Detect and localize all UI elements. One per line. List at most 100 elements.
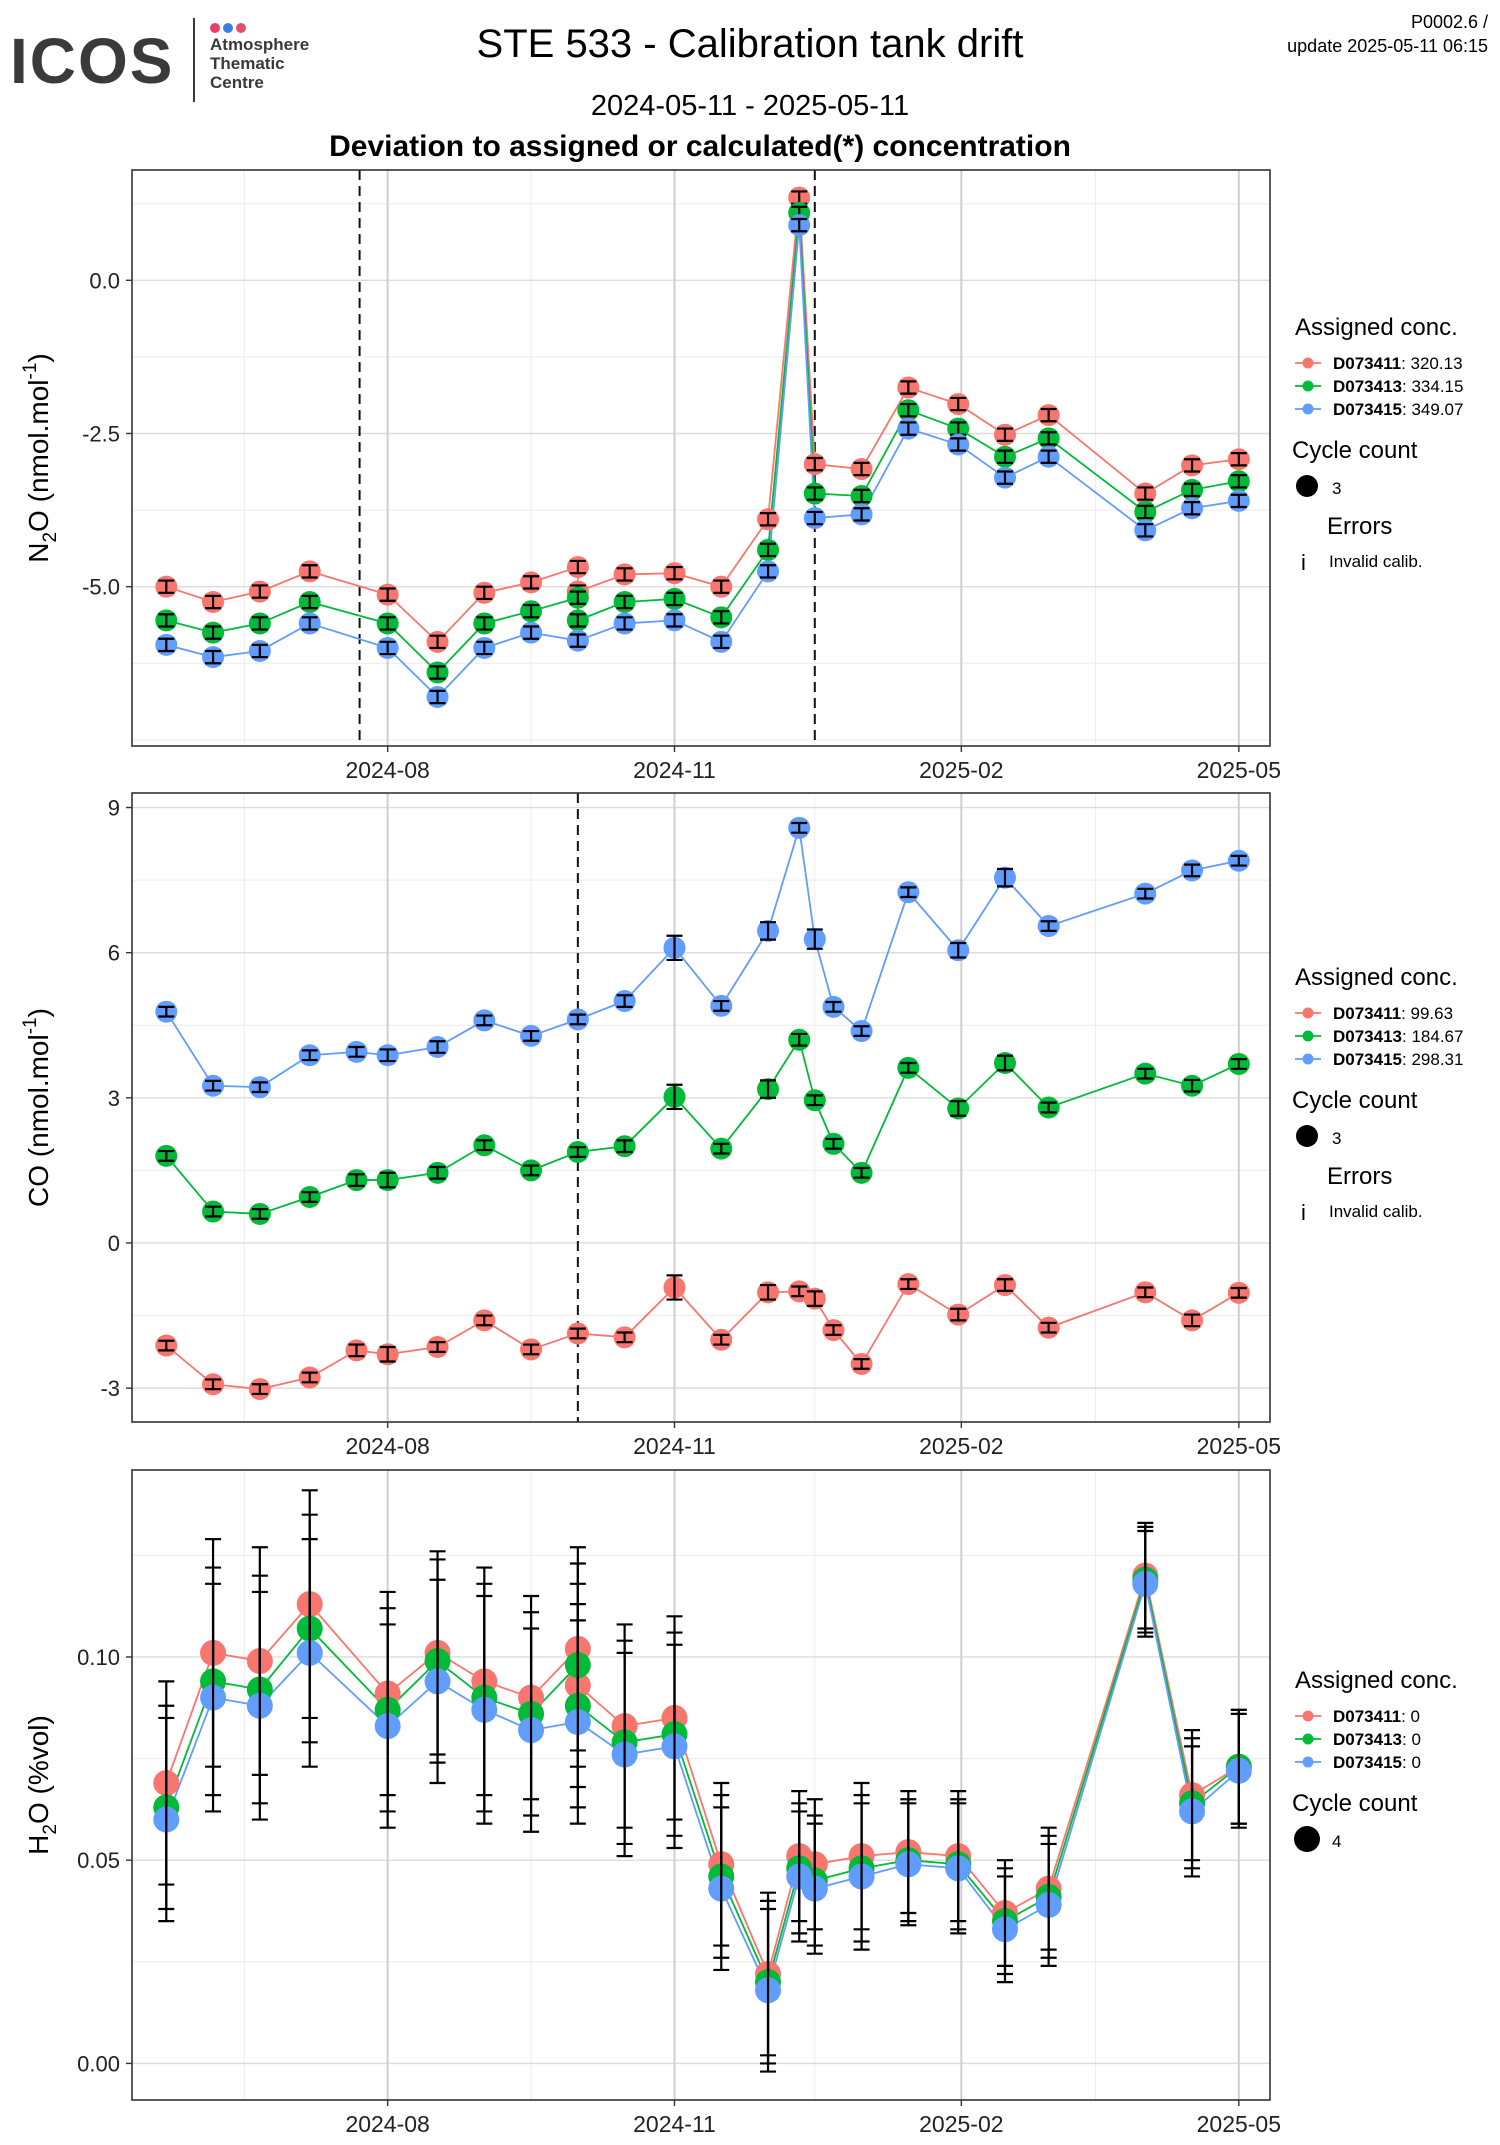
y-tick-label: 9 [108,796,120,821]
legend-title-assigned: Assigned conc. [1295,1667,1458,1694]
date-range: 2024-05-11 - 2025-05-11 [590,90,910,122]
legend-tank-id: D073415 [1333,1050,1402,1069]
legend-title-errors: Errors [1327,1163,1392,1190]
x-tick-label: 2024-08 [345,757,429,783]
y-tick-label: -3 [100,1376,120,1401]
legend-tank-id: D073413 [1333,1730,1402,1749]
x-tick-label: 2025-02 [919,1433,1003,1459]
x-tick-label: 2024-08 [345,2111,429,2137]
logo-dot-2 [223,23,233,33]
update-timestamp: update 2025-05-11 06:15 [1287,36,1488,56]
legend-item-D073411: D073411: 99.63 [1333,1004,1453,1023]
logo-subtitle-line-2: Thematic [210,54,285,73]
legend-title-cycle: Cycle count [1292,1790,1418,1817]
plot-border [131,792,1271,1423]
legend-assigned-value: : 298.31 [1402,1050,1463,1069]
y-tick-label: 0.00 [77,2051,120,2076]
y-axis-label-main: CO (nmol.mol [23,1034,54,1207]
y-tick-label: 0.0 [89,268,120,293]
legend-title-cycle: Cycle count [1292,1087,1418,1114]
legend-key-point [1302,1053,1314,1065]
legend-item-D073415: D073415: 0 [1333,1753,1421,1772]
legend-key-point [1302,1756,1314,1768]
y-tick-label: -2.5 [82,421,120,446]
plot-background [132,793,1270,1422]
logo-subtitle: Atmosphere Thematic Centre [210,35,309,92]
logo-dot-1 [210,23,220,33]
legend-item-D073411: D073411: 320.13 [1333,354,1463,373]
legend-tank-id: D073415 [1333,400,1402,419]
legend-item-D073413: D073413: 0 [1333,1730,1421,1749]
legend-assigned-value: : 0 [1401,1707,1420,1726]
legend-tank-id: D073411 [1333,354,1401,373]
x-tick-label: 2024-11 [633,1433,716,1459]
x-tick-label: 2025-05 [1197,757,1281,783]
legend-tank-id: D073413 [1333,1027,1402,1046]
chart-subtitle: Deviation to assigned or calculated(*) c… [329,130,1071,163]
x-tick-label: 2024-11 [633,2111,716,2137]
y-axis-label-main: N [23,543,54,563]
y-axis-label-superscript: -1 [20,1017,41,1034]
legend-tank-id: D073411 [1333,1707,1401,1726]
x-tick-label: 2025-05 [1197,2111,1281,2137]
legend-errors-label: Invalid calib. [1329,1202,1423,1221]
y-tick-label: 0 [108,1231,120,1256]
y-axis-label-text: O (nmol.mol [23,379,54,531]
x-tick-label: 2025-02 [919,2111,1003,2137]
co-panel: 9 6 3 0 -3 2024-08 2024-11 2025-02 2025-05 CO (nm… [20,792,1463,1459]
plot-background [132,170,1270,746]
x-tick-label: 2025-05 [1197,1433,1281,1459]
logo-subtitle-line-3: Centre [210,73,264,92]
y-axis-label-subscript: 2 [40,532,61,543]
n2o-panel: 0.0 -2.5 -5.0 2024-08 2024-11 2025-02 2025-05 N… [20,169,1463,783]
y-tick-label: -5.0 [82,575,120,600]
logo-dots [210,20,249,38]
y-axis-label: H2O (%vol) [23,1715,61,1855]
y-axis-label-text: O (%vol) [23,1715,54,1824]
logo-dot-3 [236,23,246,33]
legend-cycle-value: 4 [1332,1832,1341,1851]
legend-item-D073415: D073415: 298.31 [1333,1050,1463,1069]
legend-tank-id: D073415 [1333,1753,1402,1772]
legend-key-point [1302,1030,1314,1042]
legend-title-cycle: Cycle count [1292,437,1418,464]
legend-tank-id: D073413 [1333,377,1402,396]
legend-cycle-value: 3 [1332,479,1341,498]
y-axis-label-end: ) [23,1008,54,1017]
logo-subtitle-line-1: Atmosphere [210,35,310,54]
legend-key-point [1302,403,1314,415]
legend-item-D073413: D073413: 184.67 [1333,1027,1463,1046]
plot-border [131,169,1271,747]
y-axis-label-end: ) [23,353,54,362]
legend-assigned-value: : 99.63 [1401,1004,1453,1023]
legend-title-assigned: Assigned conc. [1295,964,1458,991]
legend-key-point [1302,1710,1314,1722]
logo-divider [193,18,195,102]
version-line: P0002.6 / [1410,12,1488,32]
icos-logo: ICOS Atmosphere Thematic Centre [10,18,330,108]
y-tick-label: 3 [108,1086,120,1111]
legend-cycle-symbol [1294,1826,1320,1852]
legend-errors-symbol: i [1301,550,1306,575]
legend-assigned-value: : 320.13 [1401,354,1462,373]
legend-assigned-value: : 334.15 [1402,377,1463,396]
x-tick-label: 2024-11 [633,757,716,783]
legend-errors-symbol: i [1301,1200,1306,1225]
logo-text: ICOS [10,25,175,97]
version-info: P0002.6 / update 2025-05-11 06:15 [1287,10,1488,58]
legend-cycle-symbol [1296,475,1318,497]
page-title: STE 533 - Calibration tank drift [476,22,1024,66]
h2o-panel: 0.10 0.05 0.00 2024-08 2024-11 2025-02 2025-05… [23,1469,1458,2137]
legend-key-point [1302,380,1314,392]
y-axis-label-main: H [23,1835,54,1855]
legend-key-point [1302,1733,1314,1745]
x-tick-label: 2024-08 [345,1433,429,1459]
y-axis-label-superscript: -1 [20,363,41,380]
y-axis-label: CO (nmol.mol-1) [20,1008,54,1207]
legend-assigned-value: : 0 [1402,1753,1421,1772]
legend-key-point [1302,357,1314,369]
plot-border [131,1469,1271,2101]
plot-background [132,1470,1270,2100]
legend-title-errors: Errors [1327,513,1392,540]
legend-assigned-value: : 0 [1402,1730,1421,1749]
